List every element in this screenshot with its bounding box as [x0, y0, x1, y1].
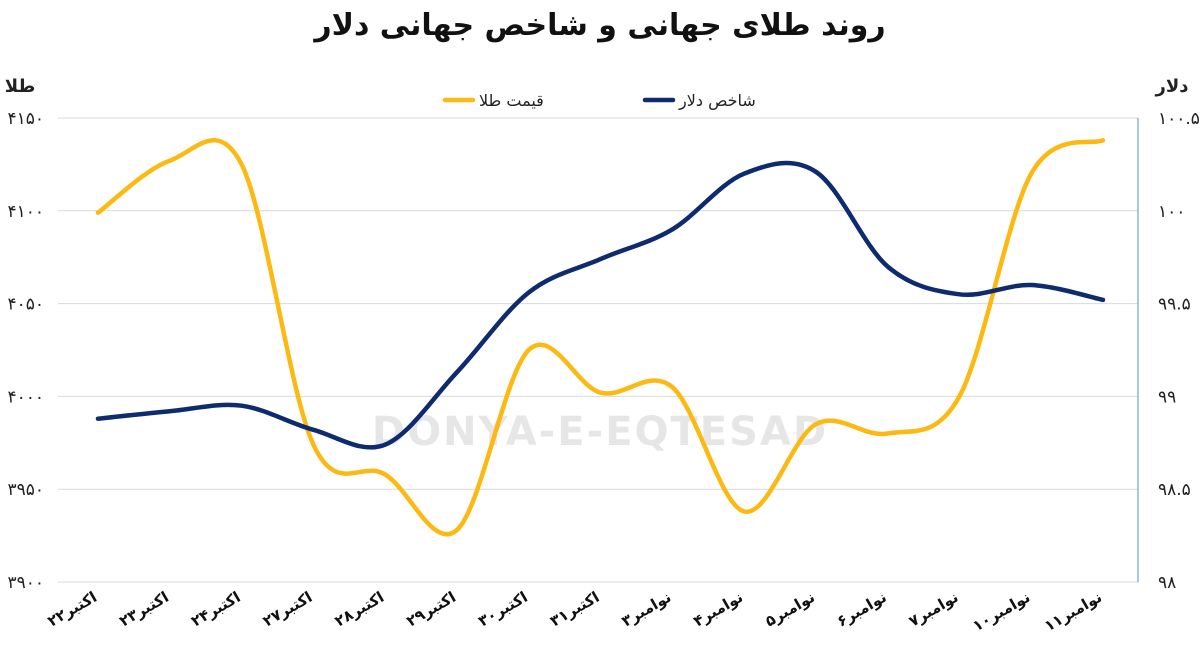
- dollar-point: [167, 409, 172, 414]
- left-axis-title: طلا: [5, 76, 36, 97]
- x-category-label: ۳۰اکتبر: [475, 588, 531, 630]
- gold-point: [957, 394, 962, 399]
- left-tick-label: ۳۹۵۰: [7, 480, 44, 500]
- dollar-point: [526, 290, 531, 295]
- left-tick-label: ۴۱۵۰: [7, 109, 44, 129]
- x-category-label: ۲۳اکتبر: [116, 588, 172, 630]
- x-category-label: ۲۲اکتبر: [44, 588, 100, 630]
- gold-point: [742, 509, 747, 514]
- left-tick-label: ۴۰۰۰: [7, 387, 44, 407]
- chart-title: روند طلای جهانی و شاخص جهانی دلار: [314, 8, 886, 43]
- gold-point: [598, 390, 603, 395]
- dollar-point: [1029, 283, 1034, 288]
- x-category-label: ۲۸اکتبر: [332, 588, 388, 630]
- gold-point: [1101, 138, 1105, 143]
- watermark-text: DONYA-E-EQTESAD: [372, 409, 828, 455]
- x-category-label: ۳نوامبر: [618, 588, 674, 631]
- gold-point: [96, 210, 100, 215]
- dollar-point: [311, 427, 316, 432]
- gold-point: [813, 422, 818, 427]
- legend-label: قیمت طلا: [479, 91, 544, 110]
- gold-point: [383, 472, 388, 477]
- x-category-label: ۱۱نوامبر: [1041, 588, 1105, 635]
- x-category-label: ۲۷اکتبر: [260, 588, 316, 630]
- right-tick-label: ۱۰۰: [1158, 202, 1185, 222]
- right-tick-label: ۹۸.۵: [1158, 480, 1191, 500]
- x-category-label: ۲۴اکتبر: [188, 588, 244, 630]
- left-tick-label: ۴۱۰۰: [7, 202, 44, 222]
- left-tick-label: ۴۰۵۰: [7, 295, 44, 315]
- gold-point: [526, 348, 531, 352]
- legend-label: شاخص دلار: [678, 91, 756, 111]
- gold-point: [670, 385, 675, 390]
- left-tick-label: ۳۹۰۰: [7, 573, 44, 593]
- dollar-point: [96, 416, 100, 421]
- gold-point: [239, 162, 244, 167]
- dollar-point: [598, 257, 603, 262]
- right-tick-label: ۱۰۰.۵: [1158, 109, 1200, 129]
- dollar-point: [454, 370, 459, 375]
- right-axis-title: دلار: [1154, 76, 1188, 97]
- right-tick-label: ۹۹.۵: [1158, 295, 1191, 315]
- dollar-point: [239, 403, 244, 408]
- right-tick-label: ۹۹: [1158, 387, 1176, 407]
- gold-price-line: [95, 138, 1106, 537]
- x-category-label: ۷نوامبر: [906, 588, 962, 631]
- x-category-label: ۳۱اکتبر: [547, 588, 603, 630]
- dollar-point: [813, 169, 818, 174]
- dollar-point: [957, 292, 962, 297]
- dollar-point: [670, 227, 675, 232]
- dollar-point: [742, 171, 747, 176]
- right-tick-label: ۹۸: [1158, 573, 1176, 593]
- dollar-point: [383, 442, 388, 447]
- gold-point: [454, 528, 459, 533]
- x-category-label: ۴نوامبر: [690, 588, 746, 631]
- gold-point: [1029, 171, 1034, 176]
- gold-point: [311, 442, 316, 447]
- x-category-label: ۵نوامبر: [762, 588, 818, 631]
- x-category-label: ۱۰نوامبر: [969, 588, 1033, 635]
- gold-point: [167, 158, 172, 163]
- x-category-label: ۶نوامبر: [834, 588, 890, 631]
- dollar-point: [1101, 297, 1105, 302]
- x-category-label: ۲۹اکتبر: [403, 588, 459, 630]
- dollar-point: [885, 264, 890, 269]
- gold-point: [885, 431, 890, 436]
